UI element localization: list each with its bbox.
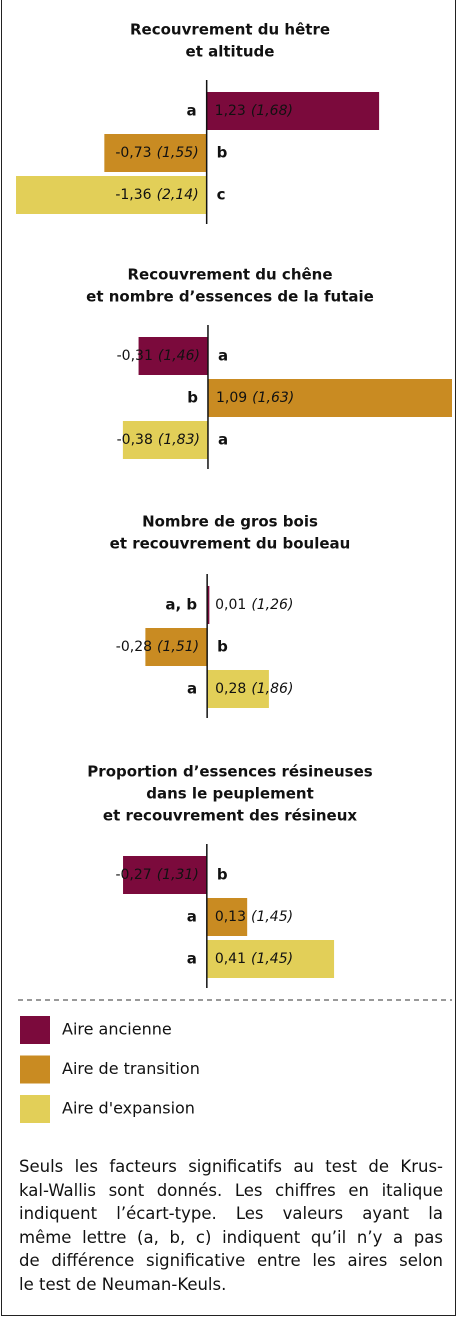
chart-title: Proportion d’essences résineuses: [87, 763, 372, 781]
value-text: 1,09: [216, 390, 247, 406]
bar: [206, 898, 248, 936]
letter: a, b: [165, 596, 197, 614]
value-label: -0,28 (1,51): [116, 639, 199, 655]
note-line: indiquent l’écart-type. Les valeurs ayan…: [19, 1204, 443, 1223]
chart-title: et nombre d’essences de la futaie: [86, 288, 374, 306]
sd-text: (1,83): [158, 432, 200, 448]
note-line: même lettre (a, b, c) indiquent qu’il n’…: [19, 1227, 443, 1247]
letter: a: [218, 347, 228, 365]
sd-text: (1,51): [157, 639, 199, 655]
letter: a: [218, 431, 228, 449]
chart-title: Recouvrement du chêne: [127, 266, 332, 284]
chart-title: et recouvrement du bouleau: [110, 535, 351, 553]
letter: a: [187, 950, 197, 968]
value-text: -0,73: [115, 145, 151, 161]
legend-swatch: [20, 1095, 50, 1123]
value-label: 0,41 (1,45): [215, 951, 293, 967]
chart-title: Recouvrement du hêtre: [130, 21, 330, 39]
bar: [145, 628, 208, 666]
letter: a: [187, 908, 197, 926]
letter: c: [217, 186, 226, 204]
value-text: -0,38: [117, 432, 153, 448]
chart-title: dans le peuplement: [146, 785, 314, 803]
bar: [16, 176, 207, 214]
bar: [206, 92, 380, 130]
letter: a: [187, 102, 197, 120]
sd-text: (1,63): [252, 390, 294, 406]
bar: [104, 134, 207, 172]
value-label: -0,73 (1,55): [115, 145, 198, 161]
value-label: 0,13 (1,45): [215, 909, 293, 925]
bar: [207, 586, 210, 624]
note-line: kal-Wallis sont donnés. Les chiffres en …: [19, 1180, 443, 1200]
charts: Recouvrement du hêtre et altitude 1,23 (1,6…: [16, 21, 452, 1123]
bar: [207, 670, 269, 708]
value-text: 0,41: [215, 951, 246, 967]
letter: b: [217, 866, 228, 884]
note-line: de différence significative entre les ai…: [19, 1251, 443, 1270]
legend-swatch: [20, 1055, 50, 1084]
bar: [206, 940, 335, 978]
sd-text: (1,45): [251, 909, 293, 925]
sd-text: (1,68): [251, 103, 293, 119]
sd-text: (1,46): [158, 348, 200, 364]
value-text: 0,01: [215, 597, 246, 613]
legend-label: Aire de transition: [62, 1059, 200, 1078]
sd-text: (1,86): [251, 681, 293, 697]
value-label: -0,31 (1,46): [117, 348, 200, 364]
value-text: -0,31: [117, 348, 153, 364]
legend-swatch: [20, 1016, 50, 1044]
value-text: 0,28: [215, 681, 246, 697]
sd-text: (1,26): [251, 597, 293, 613]
sd-text: (1,55): [157, 145, 199, 161]
chart-title: et recouvrement des résineux: [103, 807, 357, 825]
note-line: le test de Neuman-Keuls.: [19, 1274, 227, 1294]
value-label: -0,38 (1,83): [117, 432, 200, 448]
value-text: 1,23: [215, 103, 246, 119]
value-label: 0,01 (1,26): [215, 597, 293, 613]
value-label: 0,28 (1,86): [215, 681, 293, 697]
legend-label: Aire ancienne: [62, 1020, 172, 1039]
chart-title: et altitude: [186, 43, 275, 61]
value-text: -1,36: [115, 187, 151, 203]
note-line: Seuls les facteurs significatifs au test…: [19, 1157, 443, 1176]
letter: b: [187, 389, 198, 407]
value-text: -0,28: [116, 639, 152, 655]
sd-text: (1,45): [251, 951, 293, 967]
bar: [207, 379, 452, 417]
legend-label: Aire d'expansion: [62, 1099, 195, 1118]
note: Seuls les facteurs significatifs au test…: [19, 1155, 443, 1296]
sd-text: (1,31): [157, 867, 199, 883]
letter: b: [217, 144, 228, 162]
bar: [138, 337, 208, 375]
value-label: 1,09 (1,63): [216, 390, 294, 406]
value-label: -1,36 (2,14): [115, 187, 198, 203]
value-text: -0,27: [115, 867, 151, 883]
sd-text: (2,14): [157, 187, 199, 203]
bar: [123, 856, 207, 894]
chart-title: Nombre de gros bois: [142, 513, 318, 531]
letter: a: [187, 680, 197, 698]
value-text: 0,13: [215, 909, 246, 925]
bar: [122, 421, 208, 459]
value-label: -0,27 (1,31): [115, 867, 198, 883]
letter: b: [217, 638, 228, 656]
value-label: 1,23 (1,68): [215, 103, 293, 119]
